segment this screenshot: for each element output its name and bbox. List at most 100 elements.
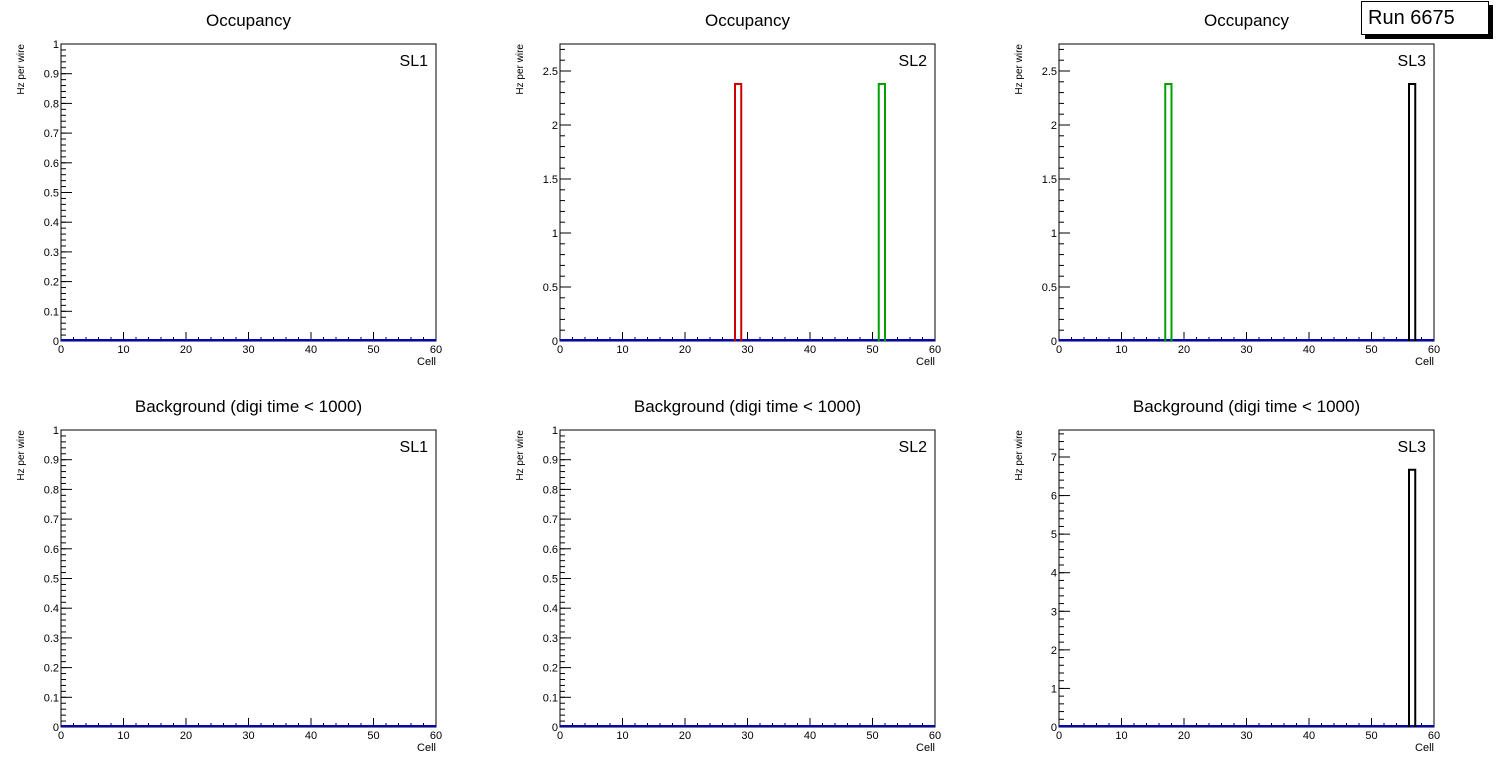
x-tick-label: 0 bbox=[557, 730, 563, 742]
x-tick-label: 40 bbox=[804, 730, 816, 742]
x-tick-label: 60 bbox=[929, 344, 941, 356]
y-tick-label: 0.6 bbox=[543, 544, 558, 556]
y-tick-label: 0.9 bbox=[44, 69, 59, 81]
x-tick-label: 20 bbox=[180, 730, 192, 742]
histogram-bar bbox=[1408, 468, 1417, 727]
x-tick-label: 10 bbox=[616, 344, 628, 356]
y-tick-label: 0.2 bbox=[44, 277, 59, 289]
y-tick-label: 0.5 bbox=[44, 574, 59, 586]
y-tick-label: 0.8 bbox=[543, 484, 558, 496]
x-tick-label: 0 bbox=[1056, 344, 1062, 356]
y-tick-label: 0 bbox=[552, 336, 558, 348]
panel-label: SL1 bbox=[400, 439, 429, 456]
panel-label: SL3 bbox=[1398, 439, 1427, 456]
x-tick-label: 60 bbox=[1428, 344, 1440, 356]
x-tick-label: 20 bbox=[679, 730, 691, 742]
y-axis-title: Hz per wire bbox=[1014, 430, 1025, 481]
y-tick-label: 0.3 bbox=[44, 633, 59, 645]
y-tick-label: 0.5 bbox=[1042, 282, 1057, 294]
x-tick-label: 40 bbox=[305, 730, 317, 742]
histogram-bar bbox=[1164, 82, 1173, 341]
y-tick-label: 4 bbox=[1051, 568, 1057, 580]
x-tick-label: 10 bbox=[1115, 344, 1127, 356]
y-tick-label: 2.5 bbox=[543, 66, 558, 78]
x-tick-label: 30 bbox=[741, 344, 753, 356]
y-tick-label: 0 bbox=[1051, 722, 1057, 734]
x-tick-label: 0 bbox=[58, 730, 64, 742]
x-tick-label: 0 bbox=[1056, 730, 1062, 742]
chart-panel-4: Background (digi time < 1000)0 10 20 30 40 50… bbox=[16, 397, 442, 754]
chart-panel-5: Background (digi time < 1000) 0 10 20 30 40 50… bbox=[515, 397, 941, 754]
y-tick-label: 0.1 bbox=[44, 692, 59, 704]
x-tick-label: 10 bbox=[616, 730, 628, 742]
x-axis-title: Cell bbox=[916, 742, 935, 754]
y-tick-label: 0.2 bbox=[543, 663, 558, 675]
y-tick-label: 2.5 bbox=[1042, 66, 1057, 78]
y-tick-label: 6 bbox=[1051, 491, 1057, 503]
chart-title: Background (digi time < 1000) bbox=[1133, 397, 1360, 416]
plot-frame bbox=[60, 43, 437, 342]
x-tick-label: 20 bbox=[679, 344, 691, 356]
y-tick-label: 0.5 bbox=[44, 188, 59, 200]
y-axis-title: Hz per wire bbox=[1014, 44, 1025, 95]
x-tick-label: 30 bbox=[242, 344, 254, 356]
run-label-box: Run 6675 bbox=[1361, 1, 1489, 35]
x-axis-title: Cell bbox=[417, 742, 436, 754]
x-tick-label: 50 bbox=[866, 344, 878, 356]
y-tick-label: 3 bbox=[1051, 606, 1057, 618]
y-tick-label: 1 bbox=[1051, 228, 1057, 240]
y-tick-label: 2 bbox=[1051, 120, 1057, 132]
x-axis-title: Cell bbox=[1415, 742, 1434, 754]
y-tick-label: 0.6 bbox=[44, 158, 59, 170]
x-tick-label: 60 bbox=[430, 730, 442, 742]
chart-title: Background (digi time < 1000) bbox=[634, 397, 861, 416]
plot-frame bbox=[60, 429, 437, 728]
y-tick-label: 0.1 bbox=[44, 306, 59, 318]
histogram-bar bbox=[734, 82, 743, 341]
y-tick-label: 2 bbox=[552, 120, 558, 132]
y-tick-label: 0.3 bbox=[44, 247, 59, 259]
plot-frame bbox=[1058, 429, 1435, 728]
y-tick-label: 0.9 bbox=[44, 455, 59, 467]
x-tick-label: 50 bbox=[866, 730, 878, 742]
x-tick-label: 60 bbox=[1428, 730, 1440, 742]
plot-frame bbox=[559, 429, 936, 728]
plot-frame bbox=[1058, 43, 1435, 342]
y-tick-label: 0 bbox=[53, 336, 59, 348]
chart-title: Occupancy bbox=[705, 11, 791, 30]
x-tick-label: 20 bbox=[1178, 344, 1190, 356]
x-tick-label: 50 bbox=[367, 344, 379, 356]
x-tick-label: 40 bbox=[1303, 344, 1315, 356]
panel-label: SL1 bbox=[400, 53, 429, 70]
y-axis-title: Hz per wire bbox=[16, 430, 27, 481]
y-tick-label: 0.2 bbox=[44, 663, 59, 675]
y-tick-label: 0.7 bbox=[543, 514, 558, 526]
x-tick-label: 20 bbox=[1178, 730, 1190, 742]
panel-label: SL3 bbox=[1398, 53, 1427, 70]
x-tick-label: 50 bbox=[1365, 730, 1377, 742]
y-tick-label: 7 bbox=[1051, 452, 1057, 464]
x-tick-label: 30 bbox=[1240, 730, 1252, 742]
y-tick-label: 1.5 bbox=[1042, 174, 1057, 186]
y-tick-label: 1 bbox=[552, 228, 558, 240]
x-tick-label: 20 bbox=[180, 344, 192, 356]
chart-title: Occupancy bbox=[206, 11, 292, 30]
y-axis-title: Hz per wire bbox=[515, 430, 526, 481]
chart-panel-6: Background (digi time < 1000)0 10 20 30 40 50… bbox=[1014, 397, 1440, 754]
x-tick-label: 30 bbox=[242, 730, 254, 742]
x-tick-label: 30 bbox=[741, 730, 753, 742]
run-label: Run 6675 bbox=[1368, 7, 1455, 29]
x-tick-label: 10 bbox=[1115, 730, 1127, 742]
y-axis-title: Hz per wire bbox=[515, 44, 526, 95]
x-tick-label: 50 bbox=[1365, 344, 1377, 356]
y-axis-title: Hz per wire bbox=[16, 44, 27, 95]
x-tick-label: 40 bbox=[305, 344, 317, 356]
x-tick-label: 50 bbox=[367, 730, 379, 742]
x-tick-label: 10 bbox=[117, 344, 129, 356]
x-tick-label: 30 bbox=[1240, 344, 1252, 356]
histogram-bar bbox=[1408, 82, 1417, 341]
x-axis-title: Cell bbox=[916, 356, 935, 368]
x-tick-label: 0 bbox=[58, 344, 64, 356]
y-tick-label: 1 bbox=[53, 39, 59, 51]
